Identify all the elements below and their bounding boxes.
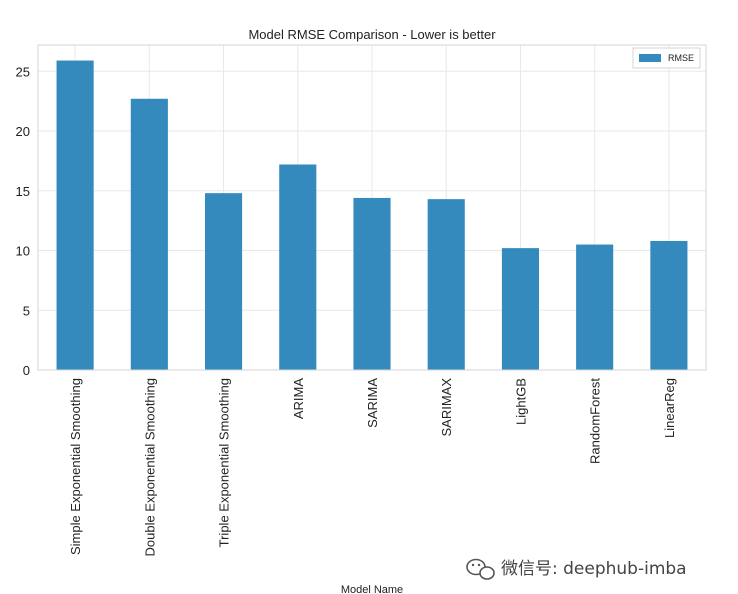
legend: RMSE (632, 47, 701, 69)
bar (56, 60, 94, 371)
x-tick-label: SARIMAX (439, 378, 454, 437)
bar (205, 193, 243, 370)
y-tick-label: 15 (16, 184, 30, 199)
x-tick-label: Simple Exponential Smoothing (68, 378, 83, 555)
x-axis-label: Model Name (341, 584, 403, 594)
y-tick-label: 10 (16, 244, 30, 259)
y-tick-label: 0 (23, 363, 30, 378)
chart-title: Model RMSE Comparison - Lower is better (248, 27, 496, 42)
legend-label-rmse: RMSE (668, 53, 694, 63)
x-tick-label: ARIMA (291, 378, 306, 420)
plot-frame (37, 44, 707, 371)
bar (279, 164, 317, 370)
bar (353, 197, 391, 370)
x-tick-label: LightGB (513, 378, 528, 425)
x-tick-label: LinearReg (662, 378, 677, 438)
y-tick-label: 20 (16, 124, 30, 139)
x-tick-label: RandomForest (588, 378, 603, 464)
legend-swatch (639, 54, 661, 62)
bar (576, 244, 614, 370)
y-axis-ticks: 0 5 10 15 20 25 (16, 64, 30, 378)
y-tick-label: 5 (23, 303, 30, 318)
y-tick-label: 25 (16, 64, 30, 79)
watermark-text: 微信号: deephub-imba (501, 559, 687, 579)
bar (650, 240, 688, 370)
bars (56, 60, 688, 371)
x-tick-label: SARIMA (365, 378, 380, 428)
x-tick-label: Double Exponential Smoothing (142, 378, 157, 557)
legend-box (632, 47, 701, 69)
wechat-icon (466, 558, 495, 580)
bar (130, 98, 168, 371)
x-axis-ticks: Simple Exponential Smoothing Double Expon… (68, 378, 677, 557)
bar (501, 248, 539, 370)
x-tick-label: Triple Exponential Smoothing (217, 378, 232, 547)
watermark: 微信号: deephub-imba (466, 558, 687, 580)
bar (427, 199, 465, 370)
